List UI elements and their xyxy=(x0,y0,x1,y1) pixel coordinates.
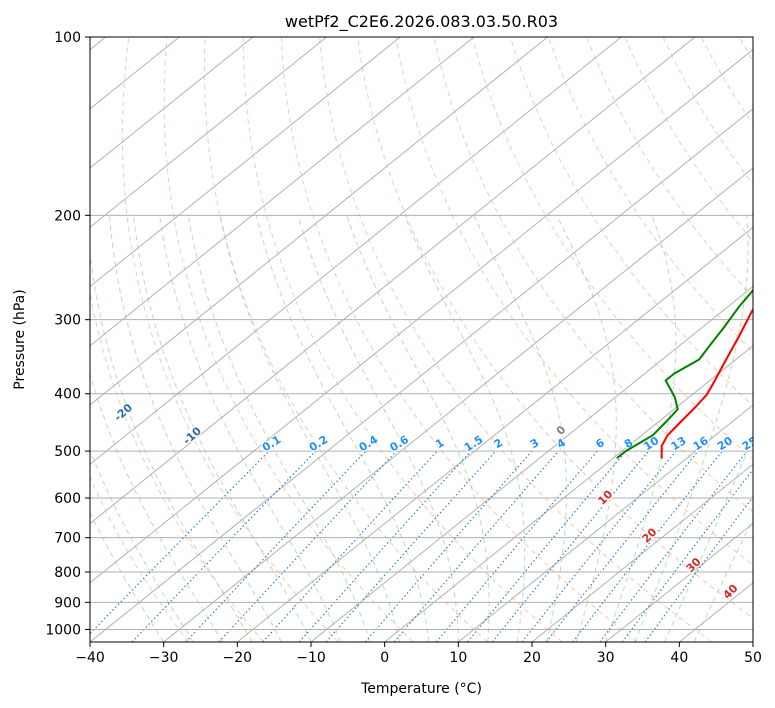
moist-adiabat-line xyxy=(108,215,282,642)
dry-adiabat-line xyxy=(242,37,563,642)
moist-adiabat-line xyxy=(297,215,459,642)
isotherm-line xyxy=(90,37,696,525)
plot-background xyxy=(90,37,753,642)
mixing-ratio-line xyxy=(131,450,317,642)
y-tick-label: 400 xyxy=(54,387,81,403)
moist-adiabat-line xyxy=(404,215,526,642)
y-tick-label: 100 xyxy=(54,30,81,46)
isotherm-line xyxy=(90,37,475,347)
isotherm-line xyxy=(237,226,753,642)
x-axis-ticks: −40 −30 −20 −10 0 10 20 30 40 50 xyxy=(75,642,762,666)
isotherm-line xyxy=(310,285,753,642)
mixing-ratio-line xyxy=(599,450,748,642)
mixing-ratio-lines xyxy=(90,450,753,642)
moist-adiabat-line xyxy=(219,215,400,642)
sounding-series xyxy=(616,288,753,459)
isotherm-line xyxy=(531,463,753,642)
y-tick-label: 900 xyxy=(54,595,81,611)
moist-adiabat-line xyxy=(556,215,617,642)
x-axis-label: Temperature (°C) xyxy=(360,681,482,697)
y-tick-label: 800 xyxy=(54,565,81,581)
moist-adiabat-line xyxy=(187,215,371,642)
x-tick-label: −40 xyxy=(75,650,105,666)
moist-adiabat-line xyxy=(634,215,749,642)
dry-adiabat-line xyxy=(163,37,414,642)
dry-adiabat-line xyxy=(90,475,190,642)
dry-adiabat-line xyxy=(433,37,753,513)
y-tick-label: 600 xyxy=(54,491,81,507)
y-tick-label: 1000 xyxy=(45,622,81,638)
moist-adiabat-line xyxy=(90,248,253,642)
isotherm-line xyxy=(458,404,753,642)
dewpoint-line xyxy=(616,288,753,459)
isotherm-line xyxy=(384,345,753,642)
mixing-ratio-line xyxy=(435,450,598,642)
dry-adiabat-line xyxy=(121,37,339,642)
mixing-ratio-line xyxy=(325,450,497,642)
isotherm-line xyxy=(90,37,548,406)
dry-adiabat-line xyxy=(395,37,753,566)
moist-adiabat-line xyxy=(90,448,194,642)
mixing-ratio-line xyxy=(491,450,650,642)
isotherm-line xyxy=(163,167,753,642)
x-tick-label: −10 xyxy=(296,650,326,666)
isotherm-line xyxy=(90,108,753,642)
dry-adiabat-line xyxy=(90,37,264,642)
x-tick-label: 30 xyxy=(597,650,615,666)
moist-adiabat-line xyxy=(159,215,341,642)
x-tick-label: 20 xyxy=(523,650,541,666)
mixing-ratio-line xyxy=(572,450,723,642)
dry-adiabat-line xyxy=(280,37,638,642)
isotherms xyxy=(90,37,753,642)
x-tick-label: 50 xyxy=(744,650,762,666)
moist-adiabat-line xyxy=(473,215,568,642)
moist-adiabat-line xyxy=(664,436,753,642)
moist-adiabat-line xyxy=(255,215,430,642)
plot-frame xyxy=(89,36,754,643)
y-tick-label: 700 xyxy=(54,531,81,547)
mixing-ratio-line xyxy=(393,450,559,642)
chart-title: wetPf2_C2E6.2026.083.03.50.R03 xyxy=(285,12,558,32)
moist-adiabat-line xyxy=(605,215,677,642)
mixing-ratio-line xyxy=(467,450,627,642)
moist-adiabat-line xyxy=(346,215,490,642)
mixing-ratio-line xyxy=(545,450,699,642)
dry-adiabat-line xyxy=(471,37,753,460)
mixing-ratio-line xyxy=(218,450,397,642)
isotherm-line xyxy=(90,48,753,584)
isobar-gridlines xyxy=(90,37,753,630)
moist-adiabat-line xyxy=(90,372,224,642)
isotherm-line xyxy=(90,37,401,288)
isotherm-line xyxy=(605,522,753,642)
y-tick-label: 200 xyxy=(54,208,81,224)
x-tick-label: −20 xyxy=(223,650,253,666)
temperature-line xyxy=(660,307,753,459)
mixing-ratio-line xyxy=(90,450,270,635)
dry-adiabat-line xyxy=(357,37,753,619)
dry-adiabat-line xyxy=(586,37,753,299)
x-tick-label: −30 xyxy=(149,650,179,666)
mixing-ratio-line xyxy=(262,450,438,642)
dry-adiabats xyxy=(90,37,753,642)
y-tick-label: 300 xyxy=(54,313,81,329)
x-tick-label: 40 xyxy=(670,650,688,666)
isotherm-line xyxy=(90,37,254,169)
moist-adiabats xyxy=(90,215,753,642)
dry-adiabat-line xyxy=(203,37,488,642)
mixing-ratio-line xyxy=(521,450,677,642)
x-tick-label: 0 xyxy=(380,650,389,666)
dry-adiabat-line xyxy=(319,37,713,642)
isotherm-line xyxy=(90,37,622,465)
y-axis-ticks: 100 200 300 400 500 600 700 800 900 1000 xyxy=(45,30,90,638)
isotherm-line xyxy=(90,37,327,228)
dry-adiabat-line xyxy=(509,37,753,407)
y-tick-label: 500 xyxy=(54,444,81,460)
y-axis-label: Pressure (hPa) xyxy=(12,289,28,389)
x-tick-label: 10 xyxy=(449,650,467,666)
moist-adiabat-line xyxy=(133,215,312,642)
